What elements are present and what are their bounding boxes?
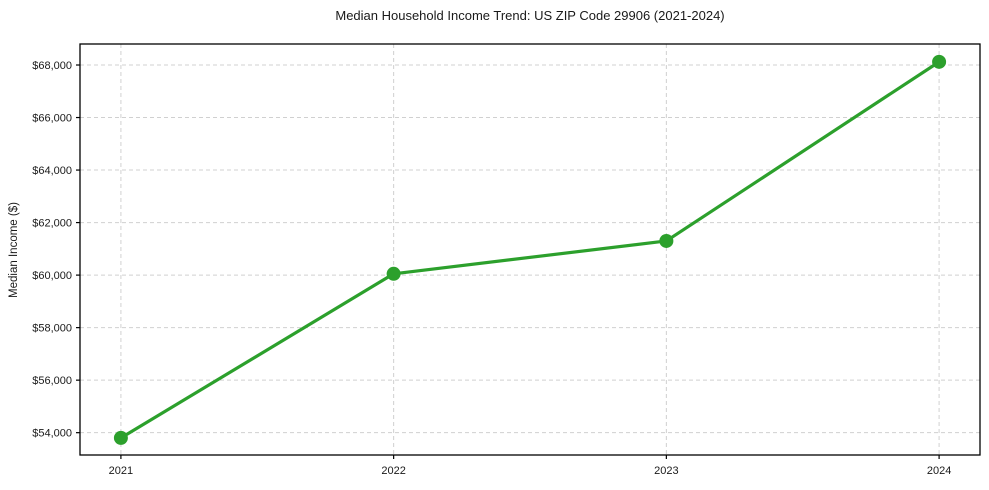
data-point xyxy=(386,266,401,281)
data-point xyxy=(659,233,674,248)
y-tick-label: $64,000 xyxy=(32,165,72,177)
y-tick-label: $58,000 xyxy=(32,323,72,335)
data-point xyxy=(113,430,128,445)
trend-line xyxy=(119,60,941,440)
x-tick-label: 2022 xyxy=(381,465,405,477)
x-tick-label: 2023 xyxy=(654,465,678,477)
axis-frame xyxy=(79,43,981,456)
y-tick-label: $62,000 xyxy=(32,218,72,230)
chart-title: Median Household Income Trend: US ZIP Co… xyxy=(335,8,725,23)
x-tick-label: 2021 xyxy=(109,465,133,477)
y-tick-label: $68,000 xyxy=(32,60,72,72)
data-point xyxy=(932,54,947,69)
y-tick-label: $56,000 xyxy=(32,375,72,387)
x-tick-label: 2024 xyxy=(927,465,951,477)
y-tick-label: $66,000 xyxy=(32,113,72,125)
y-tick-label: $54,000 xyxy=(32,428,72,440)
y-tick-label: $60,000 xyxy=(32,270,72,282)
